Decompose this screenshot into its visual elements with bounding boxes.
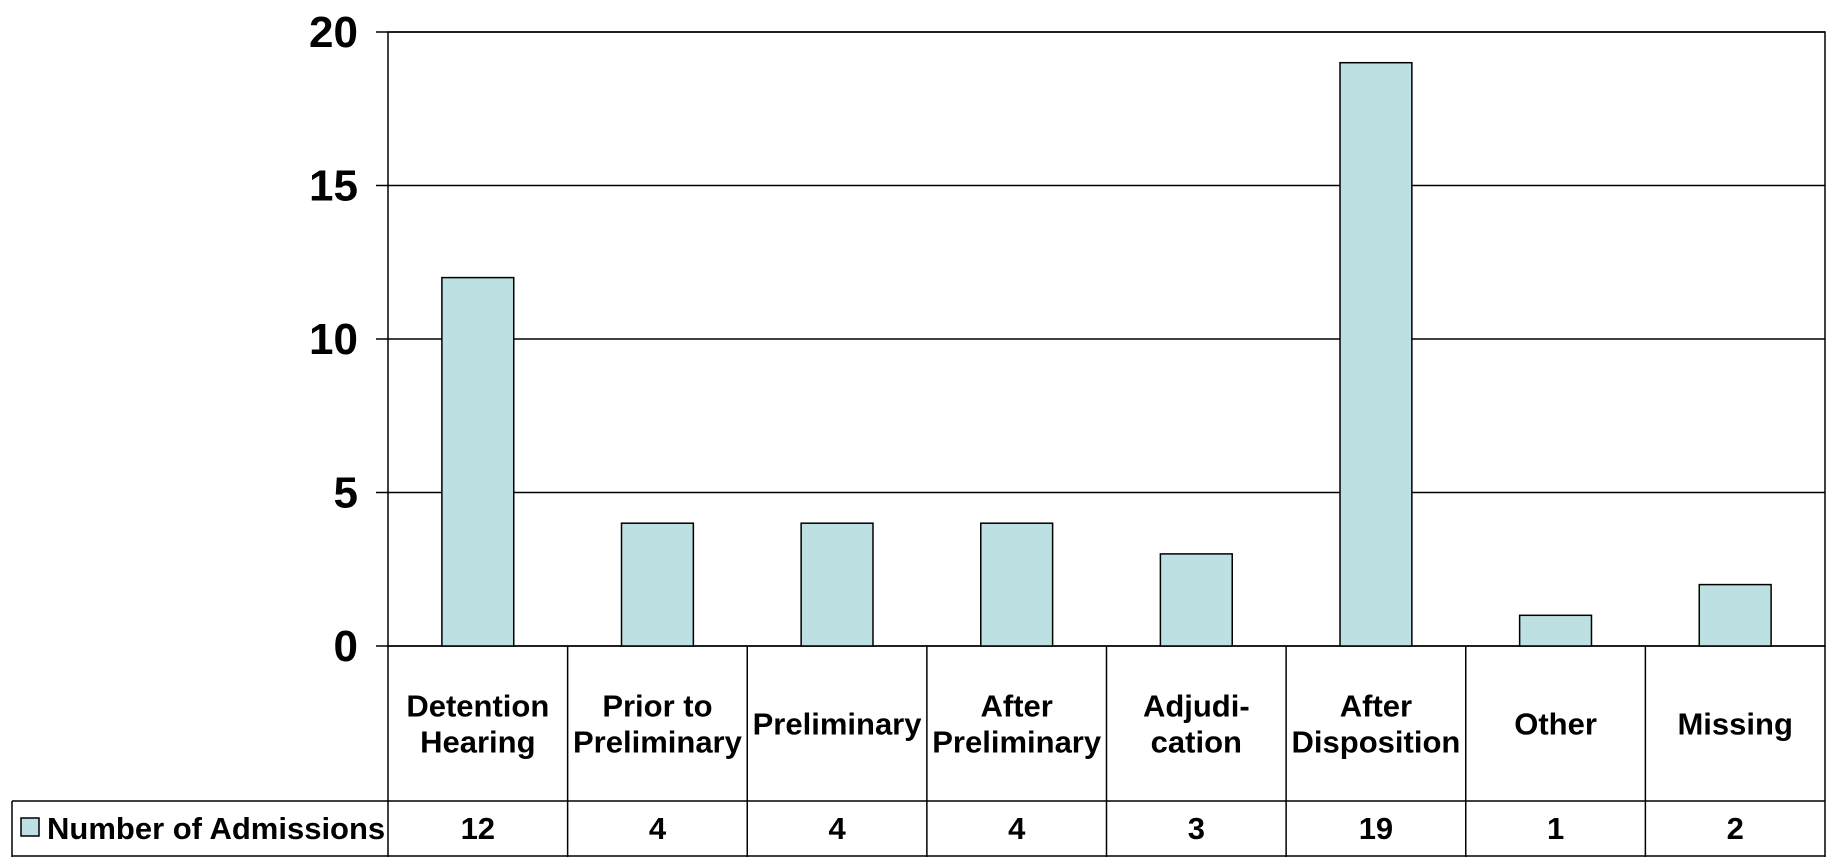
legend: Number of Admissions (20, 811, 385, 846)
y-tick-label: 5 (334, 469, 358, 518)
bar (1698, 583, 1772, 647)
data-label: 19 (1359, 811, 1393, 846)
category-labels: Detention Hearing Prior to Preliminary Preli… (406, 689, 1793, 760)
x-tick-label: Detention Hearing (406, 689, 549, 760)
bar (800, 522, 874, 647)
bar (441, 276, 515, 647)
data-label: 2 (1727, 811, 1744, 846)
x-tick-label: Other (1514, 707, 1597, 742)
data-labels: 12 4 4 4 3 19 1 2 (461, 811, 1744, 846)
data-label: 12 (461, 811, 495, 846)
y-tick-label: 20 (309, 8, 358, 57)
data-label: 4 (828, 811, 846, 846)
bar (1339, 61, 1413, 647)
y-tick-label: 15 (309, 162, 358, 211)
bar (1159, 553, 1233, 647)
data-table (11, 646, 1826, 857)
x-tick-label: Adjudi-cation (1143, 689, 1250, 760)
legend-label: Number of Admissions (47, 811, 385, 846)
data-label: 4 (1008, 811, 1026, 846)
x-tick-label: After Preliminary (932, 689, 1102, 760)
y-tick-label: 10 (309, 315, 358, 364)
x-tick-label: After Disposition (1292, 689, 1461, 760)
data-label: 4 (649, 811, 667, 846)
data-label: 3 (1188, 811, 1205, 846)
gridlines (376, 31, 1826, 647)
x-tick-label: Prior to Preliminary (573, 689, 743, 760)
x-tick-label: Preliminary (753, 707, 923, 742)
bar (980, 522, 1054, 647)
data-label: 1 (1547, 811, 1564, 846)
x-tick-label: Missing (1677, 707, 1792, 742)
bars (441, 61, 1772, 647)
y-tick-label: 0 (334, 622, 358, 671)
bar (620, 522, 695, 647)
bar (1518, 614, 1593, 647)
y-axis-ticks: 0 5 10 15 20 (309, 8, 358, 671)
legend-swatch (20, 817, 40, 837)
